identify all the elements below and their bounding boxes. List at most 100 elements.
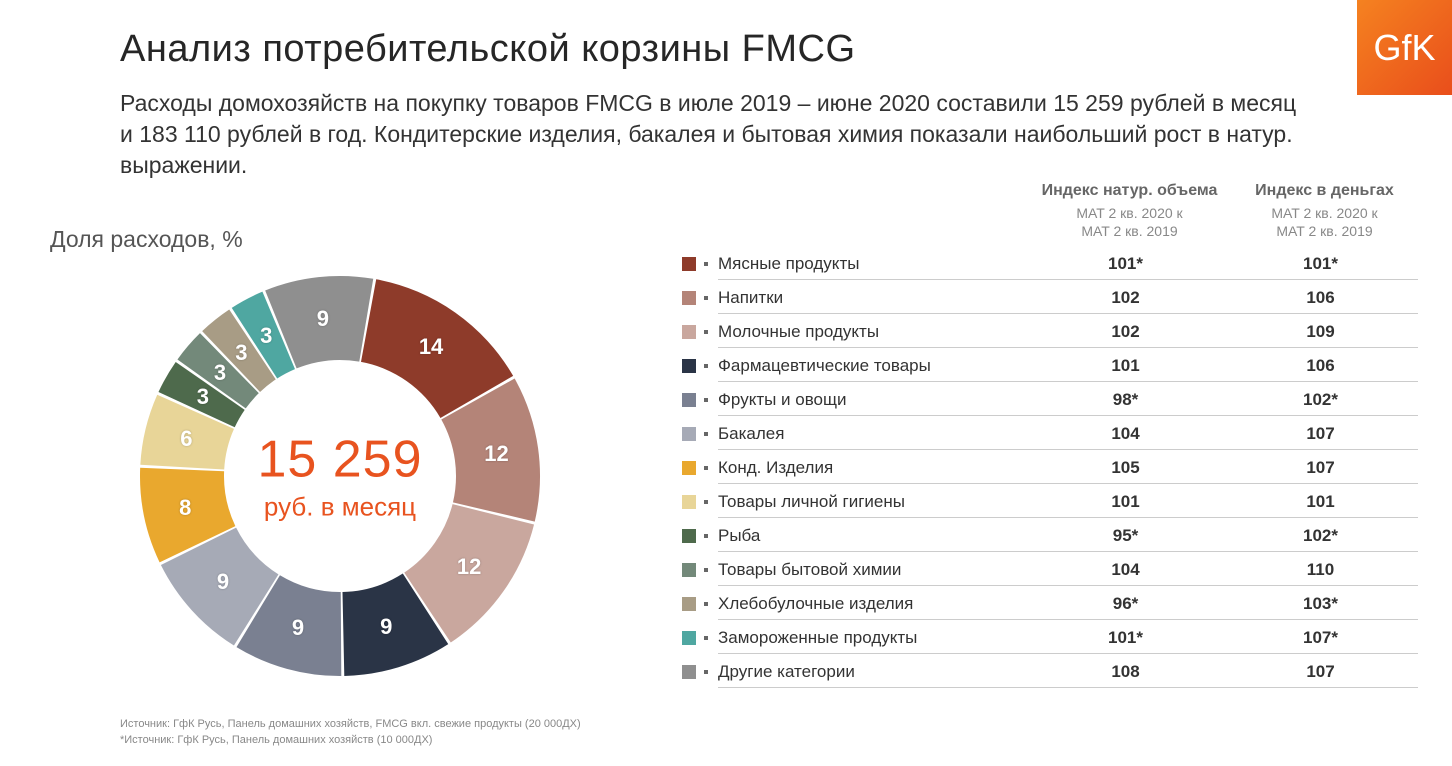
- legend-swatch: [682, 665, 696, 679]
- bullet-icon: [704, 432, 708, 436]
- bullet-icon: [704, 500, 708, 504]
- table-header: Индекс натур. объема MAT 2 кв. 2020 к MA…: [682, 180, 1422, 241]
- volume-index-value: 96*: [1028, 588, 1223, 620]
- legend-swatch: [682, 393, 696, 407]
- legend-swatch: [682, 495, 696, 509]
- volume-index-value: 102: [1028, 316, 1223, 348]
- money-index-value: 107*: [1223, 622, 1418, 654]
- money-index-value: 106: [1223, 350, 1418, 382]
- donut-segment-label: 3: [197, 384, 209, 410]
- money-index-value: 109: [1223, 316, 1418, 348]
- donut-center: 15 259 руб. в месяц: [257, 430, 422, 523]
- legend-swatch: [682, 291, 696, 305]
- donut-segment-label: 8: [179, 495, 191, 521]
- volume-index-value: 101*: [1028, 622, 1223, 654]
- footnote-2: *Источник: ГфК Русь, Панель домашних хоз…: [120, 733, 581, 748]
- table-row: Конд. Изделия105107: [682, 451, 1422, 485]
- donut-center-unit: руб. в месяц: [257, 492, 422, 523]
- bullet-icon: [704, 330, 708, 334]
- category-label: Хлебобулочные изделия: [718, 588, 1028, 620]
- table-row: Мясные продукты101*101*: [682, 247, 1422, 281]
- category-label: Конд. Изделия: [718, 452, 1028, 484]
- gfk-logo: GfK: [1357, 0, 1452, 95]
- money-index-value: 101*: [1223, 248, 1418, 280]
- donut-chart: 15 259 руб. в месяц 1412129998633339: [120, 256, 560, 696]
- index-table: Индекс натур. объема MAT 2 кв. 2020 к MA…: [682, 180, 1422, 689]
- table-row: Хлебобулочные изделия96*103*: [682, 587, 1422, 621]
- bullet-icon: [704, 296, 708, 300]
- bullet-icon: [704, 670, 708, 674]
- category-label: Рыба: [718, 520, 1028, 552]
- donut-segment-label: 9: [317, 306, 329, 332]
- page-title: Анализ потребительской корзины FMCG: [120, 28, 856, 71]
- donut-segment-label: 3: [260, 323, 272, 349]
- category-label: Напитки: [718, 282, 1028, 314]
- legend-swatch: [682, 461, 696, 475]
- table-header-col-money: Индекс в деньгах MAT 2 кв. 2020 к MAT 2 …: [1227, 180, 1422, 241]
- table-row: Товары бытовой химии104110: [682, 553, 1422, 587]
- donut-segment-label: 12: [457, 554, 481, 580]
- donut-segment-label: 3: [235, 340, 247, 366]
- donut-segment-label: 12: [484, 441, 508, 467]
- legend-swatch: [682, 563, 696, 577]
- category-label: Замороженные продукты: [718, 622, 1028, 654]
- logo-text: GfK: [1373, 27, 1435, 69]
- money-index-value: 107: [1223, 452, 1418, 484]
- table-row: Бакалея104107: [682, 417, 1422, 451]
- legend-swatch: [682, 359, 696, 373]
- volume-index-value: 101: [1028, 350, 1223, 382]
- money-index-value: 101: [1223, 486, 1418, 518]
- donut-segment-label: 14: [419, 334, 443, 360]
- volume-index-value: 108: [1028, 656, 1223, 688]
- table-header-col-volume: Индекс натур. объема MAT 2 кв. 2020 к MA…: [1032, 180, 1227, 241]
- bullet-icon: [704, 568, 708, 572]
- donut-segment-label: 9: [292, 615, 304, 641]
- money-index-value: 107: [1223, 656, 1418, 688]
- page-subtitle: Расходы домохозяйств на покупку товаров …: [120, 88, 1312, 181]
- table-row: Фармацевтические товары101106: [682, 349, 1422, 383]
- table-row: Замороженные продукты101*107*: [682, 621, 1422, 655]
- donut-center-value: 15 259: [257, 430, 422, 490]
- money-index-value: 110: [1223, 554, 1418, 586]
- money-index-value: 102*: [1223, 384, 1418, 416]
- legend-swatch: [682, 325, 696, 339]
- table-row: Другие категории108107: [682, 655, 1422, 689]
- category-label: Фармацевтические товары: [718, 350, 1028, 382]
- category-label: Фрукты и овощи: [718, 384, 1028, 416]
- volume-index-value: 104: [1028, 554, 1223, 586]
- footnotes: Источник: ГфК Русь, Панель домашних хозя…: [120, 717, 581, 748]
- volume-index-value: 101*: [1028, 248, 1223, 280]
- donut-segment-label: 3: [214, 360, 226, 386]
- category-label: Бакалея: [718, 418, 1028, 450]
- table-row: Молочные продукты102109: [682, 315, 1422, 349]
- volume-index-value: 104: [1028, 418, 1223, 450]
- volume-index-value: 102: [1028, 282, 1223, 314]
- legend-swatch: [682, 427, 696, 441]
- table-row: Фрукты и овощи98*102*: [682, 383, 1422, 417]
- legend-swatch: [682, 529, 696, 543]
- table-row: Товары личной гигиены101101: [682, 485, 1422, 519]
- volume-index-value: 101: [1028, 486, 1223, 518]
- money-index-value: 102*: [1223, 520, 1418, 552]
- donut-segment-label: 9: [217, 569, 229, 595]
- donut-segment-label: 9: [380, 614, 392, 640]
- bullet-icon: [704, 534, 708, 538]
- volume-index-value: 98*: [1028, 384, 1223, 416]
- legend-swatch: [682, 631, 696, 645]
- donut-segment-label: 6: [180, 426, 192, 452]
- bullet-icon: [704, 364, 708, 368]
- table-row: Рыба95*102*: [682, 519, 1422, 553]
- bullet-icon: [704, 262, 708, 266]
- category-label: Товары бытовой химии: [718, 554, 1028, 586]
- legend-swatch: [682, 597, 696, 611]
- category-label: Товары личной гигиены: [718, 486, 1028, 518]
- category-label: Мясные продукты: [718, 248, 1028, 280]
- bullet-icon: [704, 602, 708, 606]
- bullet-icon: [704, 636, 708, 640]
- legend-swatch: [682, 257, 696, 271]
- category-label: Молочные продукты: [718, 316, 1028, 348]
- volume-index-value: 105: [1028, 452, 1223, 484]
- volume-index-value: 95*: [1028, 520, 1223, 552]
- category-label: Другие категории: [718, 656, 1028, 688]
- chart-title: Доля расходов, %: [50, 226, 243, 253]
